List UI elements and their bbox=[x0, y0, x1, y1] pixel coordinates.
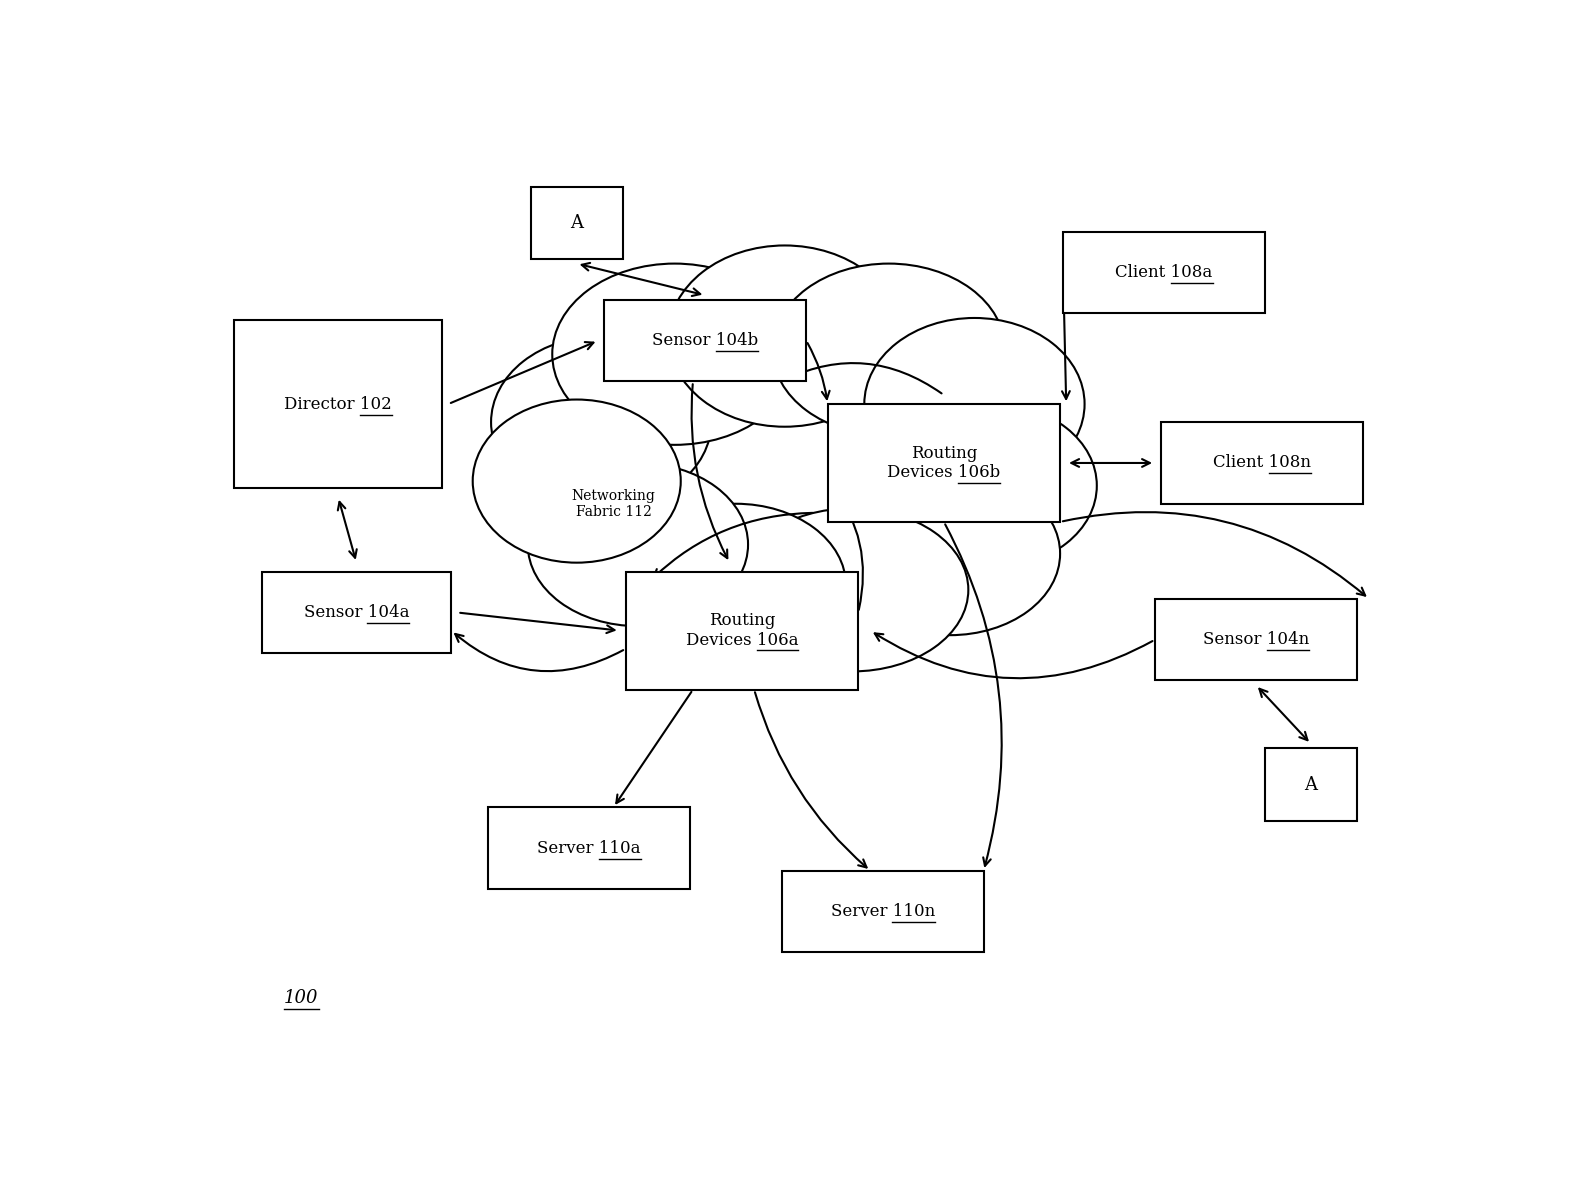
Text: Director 102: Director 102 bbox=[284, 395, 392, 413]
Ellipse shape bbox=[668, 246, 902, 427]
FancyBboxPatch shape bbox=[1063, 232, 1265, 313]
Ellipse shape bbox=[889, 404, 1097, 567]
Text: Routing
Devices 106b: Routing Devices 106b bbox=[887, 445, 1001, 481]
FancyBboxPatch shape bbox=[782, 871, 984, 952]
Text: Sensor 104b: Sensor 104b bbox=[652, 332, 758, 350]
Text: Sensor 104a: Sensor 104a bbox=[303, 604, 409, 621]
Text: Networking
Fabric 112: Networking Fabric 112 bbox=[572, 488, 655, 519]
FancyBboxPatch shape bbox=[625, 572, 859, 690]
FancyBboxPatch shape bbox=[605, 300, 807, 381]
Ellipse shape bbox=[491, 337, 711, 508]
Ellipse shape bbox=[772, 264, 1006, 435]
Text: Routing
Devices 106a: Routing Devices 106a bbox=[685, 612, 797, 649]
Text: A: A bbox=[1304, 776, 1317, 793]
FancyBboxPatch shape bbox=[1154, 599, 1356, 680]
Ellipse shape bbox=[864, 318, 1085, 490]
Ellipse shape bbox=[553, 264, 797, 445]
Ellipse shape bbox=[625, 504, 846, 667]
Text: A: A bbox=[570, 214, 583, 232]
FancyBboxPatch shape bbox=[531, 187, 622, 259]
Ellipse shape bbox=[472, 399, 681, 563]
Ellipse shape bbox=[840, 472, 1060, 636]
FancyBboxPatch shape bbox=[1161, 423, 1363, 504]
Ellipse shape bbox=[527, 463, 748, 626]
Text: Server 110n: Server 110n bbox=[831, 903, 935, 920]
Text: Client 108a: Client 108a bbox=[1115, 264, 1213, 281]
FancyBboxPatch shape bbox=[262, 572, 452, 653]
Ellipse shape bbox=[736, 508, 968, 671]
FancyBboxPatch shape bbox=[234, 320, 442, 488]
Text: Server 110a: Server 110a bbox=[537, 839, 641, 857]
FancyBboxPatch shape bbox=[827, 404, 1060, 521]
Text: 100: 100 bbox=[284, 989, 319, 1006]
Text: Client 108n: Client 108n bbox=[1213, 454, 1311, 472]
Text: Sensor 104n: Sensor 104n bbox=[1203, 631, 1309, 649]
FancyBboxPatch shape bbox=[488, 807, 690, 889]
FancyBboxPatch shape bbox=[1265, 749, 1356, 822]
